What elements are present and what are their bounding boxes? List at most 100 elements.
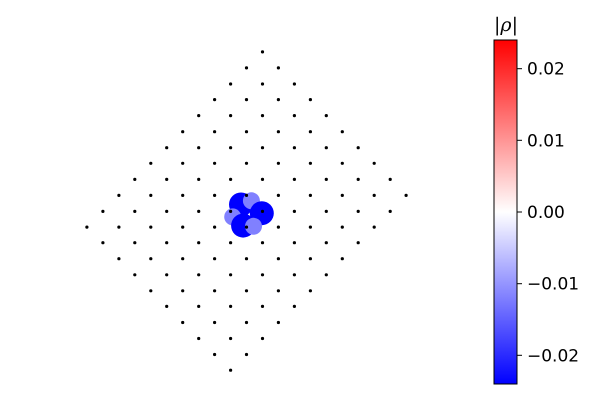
lattice-site-64 [229, 241, 233, 245]
lattice-site-43 [244, 161, 249, 165]
lattice-site-57 [292, 146, 296, 150]
lattice-site-65 [244, 225, 249, 229]
lattice-site-52 [213, 225, 217, 229]
colorbar-tick-label-2: 0.00 [527, 203, 565, 223]
lattice-site-36 [133, 273, 137, 277]
lattice-site-27 [165, 209, 169, 213]
lattice-sites [85, 50, 408, 372]
lattice-site-41 [213, 193, 217, 197]
lattice-site-85 [213, 320, 217, 325]
lattice-site-40 [197, 209, 201, 213]
lattice-site-47 [308, 98, 312, 102]
lattice-site-7 [197, 114, 201, 118]
lattice-site-91 [308, 225, 312, 229]
colorbar-title: |ρ| [494, 14, 518, 36]
lattice-site-2 [117, 193, 121, 197]
lattice-site-25 [133, 241, 137, 245]
lattice-site-73 [197, 304, 201, 308]
lattice-site-55 [260, 177, 265, 181]
colorbar-tick-label-4: −0.02 [527, 346, 579, 366]
lattice-site-11 [260, 50, 265, 54]
lattice-site-28 [181, 193, 185, 197]
lattice-site-89 [276, 257, 280, 261]
colorbar: |ρ| 0.02 0.01 0.00 −0.01 −0.02 [493, 14, 579, 385]
colorbar-tick-label-1: 0.01 [527, 131, 565, 151]
lattice-site-118 [388, 209, 392, 213]
colorbar-tick-label-3: −0.01 [527, 275, 579, 295]
lattice-site-54 [244, 193, 249, 197]
lattice-site-86 [229, 304, 233, 308]
lattice-site-29 [197, 177, 201, 181]
lattice-site-51 [197, 241, 201, 245]
lattice-site-10 [244, 66, 249, 70]
lattice-site-31 [229, 146, 233, 150]
lattice-site-3 [133, 177, 137, 181]
lattice-site-58 [308, 130, 312, 134]
lattice-site-1 [101, 209, 105, 213]
lattice-site-98 [244, 320, 249, 325]
lattice-site-87 [244, 289, 249, 293]
lattice-site-48 [149, 289, 153, 293]
lattice-site-6 [181, 130, 185, 134]
lattice-site-38 [165, 241, 169, 245]
lattice-site-113 [308, 289, 312, 293]
lattice-site-116 [356, 241, 360, 245]
lattice-site-35 [292, 82, 296, 86]
lattice-site-44 [260, 146, 265, 150]
lattice-site-4 [149, 161, 153, 165]
lattice-site-61 [181, 289, 185, 293]
lattice-site-18 [197, 146, 201, 150]
lattice-site-95 [372, 161, 376, 165]
lattice-site-96 [213, 352, 217, 357]
lattice-site-13 [117, 225, 121, 229]
lattice-site-62 [197, 273, 201, 277]
lattice-site-108 [229, 368, 233, 372]
lattice-site-74 [213, 289, 217, 293]
lattice-site-110 [260, 336, 265, 341]
lattice-site-115 [340, 257, 344, 261]
lattice-site-14 [133, 209, 137, 213]
lattice-site-37 [149, 257, 153, 261]
lattice-site-49 [165, 273, 169, 277]
lattice-site-76 [244, 257, 249, 261]
lattice-site-34 [276, 98, 280, 102]
lattice-site-99 [260, 304, 265, 308]
lattice-site-114 [324, 273, 328, 277]
colorbar-gradient [493, 39, 518, 385]
lattice-site-81 [324, 177, 328, 181]
lattice-site-45 [276, 130, 280, 134]
lattice-site-117 [372, 225, 376, 229]
lattice-site-94 [356, 177, 360, 181]
lattice-site-9 [229, 82, 233, 86]
lattice-site-69 [308, 161, 312, 165]
density-marker-5 [245, 217, 262, 235]
lattice-site-111 [276, 320, 280, 325]
lattice-site-104 [340, 225, 344, 229]
lattice-site-103 [324, 241, 328, 245]
lattice-site-8 [213, 98, 217, 102]
lattice-site-100 [276, 289, 280, 293]
lattice-site-79 [292, 209, 296, 213]
lattice-site-88 [260, 273, 265, 277]
lattice-site-71 [340, 130, 344, 134]
lattice-site-17 [181, 161, 185, 165]
lattice-site-105 [356, 209, 360, 213]
lattice-site-33 [260, 114, 265, 118]
lattice-site-26 [149, 225, 153, 229]
colorbar-tick-label-0: 0.02 [527, 60, 565, 80]
lattice-site-23 [276, 66, 280, 70]
lattice-site-16 [165, 177, 169, 181]
lattice-site-5 [165, 146, 169, 150]
lattice-site-42 [229, 177, 233, 181]
lattice-site-30 [213, 161, 217, 165]
lattice-site-84 [197, 336, 201, 341]
lattice-site-102 [308, 257, 312, 261]
lattice-site-24 [117, 257, 121, 261]
lattice-site-15 [149, 193, 153, 197]
lattice-site-68 [292, 177, 296, 181]
lattice-site-22 [260, 82, 265, 86]
lattice-site-77 [260, 241, 265, 245]
lattice-site-82 [340, 161, 344, 165]
lattice-site-46 [292, 114, 296, 118]
